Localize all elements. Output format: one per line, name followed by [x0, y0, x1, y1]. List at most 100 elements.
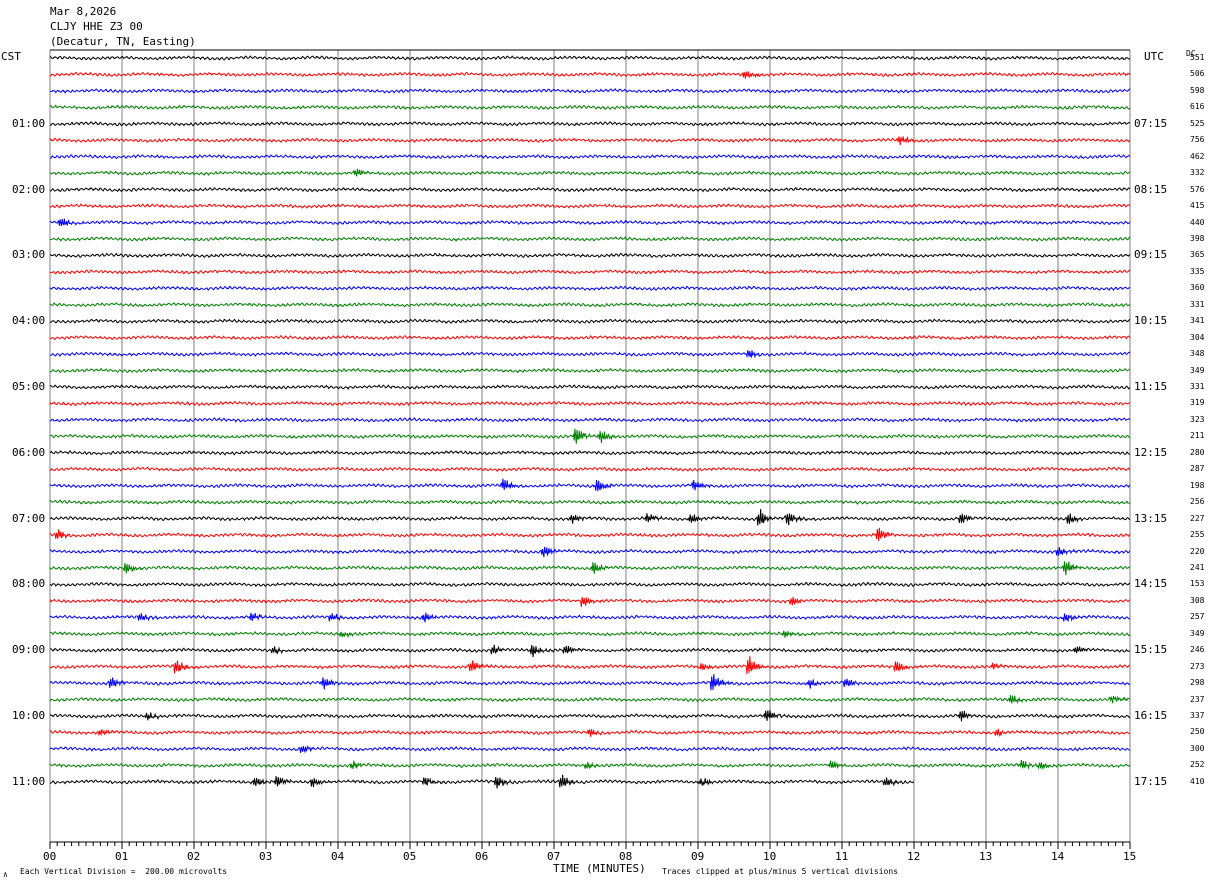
trace-line-43 [49, 759, 1131, 771]
dc-offset-value: 257 [1190, 612, 1205, 622]
trace-line-34 [49, 612, 1131, 623]
left-hour-label: 10:00 [12, 709, 46, 722]
x-tick-label: 11 [835, 850, 849, 863]
dc-offset-value: 252 [1190, 760, 1205, 770]
dc-offset-value: 365 [1190, 250, 1205, 260]
left-hour-label: 02:00 [12, 182, 46, 196]
left-hour-label: 11:00 [12, 774, 46, 788]
dc-offset-value: 410 [1190, 776, 1205, 786]
dc-offset-value: 227 [1190, 513, 1205, 523]
dc-offset-value: 255 [1190, 530, 1205, 540]
right-hour-label: 07:15 [1134, 116, 1168, 130]
x-tick-label: 01 [115, 850, 129, 863]
dc-offset-value: 598 [1190, 85, 1205, 95]
dc-offset-value: 348 [1190, 349, 1205, 359]
trace-line-12 [49, 252, 1131, 259]
x-tick-label: 03 [259, 850, 273, 863]
dc-offset-value: 337 [1190, 711, 1205, 720]
trace-line-25 [49, 466, 1131, 473]
right-hour-label: 16:15 [1134, 709, 1168, 722]
trace-line-2 [49, 88, 1131, 94]
trace-line-9 [49, 203, 1131, 209]
station-name: CLJY HHE Z3 00 [50, 20, 143, 33]
x-tick-label: 00 [43, 850, 57, 863]
left-hour-label: 01:00 [12, 116, 46, 130]
x-tick-label: 15 [1123, 850, 1137, 863]
right-hour-label: 11:15 [1134, 380, 1168, 393]
left-hour-label: 06:00 [12, 445, 46, 459]
trace-line-18 [49, 350, 1131, 359]
trace-line-29 [49, 527, 1131, 542]
trace-line-39 [49, 694, 1131, 705]
dc-offset-value: 220 [1190, 546, 1205, 556]
division-note: Each Vertical Division = 200.00 microvol… [20, 867, 228, 876]
trace-line-16 [49, 318, 1131, 325]
dc-offset-value: 525 [1190, 118, 1205, 128]
trace-line-31 [49, 561, 1131, 576]
dc-offset-value: 308 [1190, 595, 1205, 605]
right-hour-label: 13:15 [1134, 511, 1168, 525]
dc-offset-value: 349 [1190, 365, 1205, 375]
dc-offset-value: 335 [1190, 266, 1205, 276]
corner-mark: ∧ [3, 870, 8, 879]
dc-offset-value: 273 [1190, 661, 1205, 671]
trace-line-15 [49, 301, 1131, 308]
trace-line-26 [49, 478, 1131, 492]
dc-offset-value: 415 [1190, 201, 1205, 211]
utc-label: UTC [1144, 50, 1164, 63]
left-hour-label: 07:00 [12, 511, 46, 525]
dc-offset-value: 551 [1190, 53, 1205, 62]
x-tick-label: 13 [979, 850, 993, 863]
x-tick-label: 07 [547, 850, 561, 863]
dc-offset-value: 506 [1190, 69, 1205, 79]
dc-offset-value: 332 [1190, 168, 1205, 178]
dc-offset-value: 211 [1190, 431, 1205, 441]
dc-offset-value: 341 [1190, 316, 1205, 326]
x-axis-title: TIME (MINUTES) [553, 862, 646, 875]
trace-line-7 [49, 168, 1131, 177]
right-hour-label: 15:15 [1134, 643, 1168, 657]
trace-line-42 [49, 744, 1131, 754]
trace-line-11 [49, 236, 1131, 243]
trace-line-41 [49, 728, 1130, 738]
dc-offset-value: 462 [1190, 151, 1205, 161]
left-hour-label: 08:00 [12, 577, 46, 591]
x-tick-label: 06 [475, 850, 489, 863]
trace-line-0 [49, 55, 1130, 61]
trace-line-8 [49, 186, 1131, 193]
dc-offset-value: 331 [1190, 299, 1205, 309]
left-hour-label: 03:00 [12, 248, 46, 262]
x-tick-label: 12 [907, 850, 921, 863]
right-hour-label: 14:15 [1134, 577, 1168, 591]
dc-offset-value: 300 [1190, 743, 1205, 753]
trace-line-28 [49, 509, 1131, 526]
station-date: Mar 8,2026 [50, 5, 117, 18]
dc-offset-value: 349 [1190, 628, 1205, 638]
right-hour-label: 12:15 [1134, 445, 1168, 459]
seismic-traces [49, 55, 1131, 789]
cst-label: CST [1, 50, 21, 63]
x-tick-label: 02 [187, 850, 201, 863]
dc-offset-value: 250 [1190, 727, 1205, 737]
right-hour-label: 08:15 [1134, 182, 1168, 196]
trace-line-23 [49, 428, 1131, 444]
x-tick-label: 04 [331, 850, 345, 863]
right-hour-label: 09:15 [1134, 248, 1168, 262]
dc-offset-value: 398 [1190, 233, 1205, 243]
dc-label: DC [1186, 49, 1196, 58]
trace-line-19 [49, 367, 1131, 374]
dc-offset-value: 287 [1190, 464, 1205, 474]
right-hour-label: 17:15 [1134, 774, 1168, 788]
station-location: (Decatur, TN, Easting) [50, 35, 196, 48]
dc-offset-value: 756 [1190, 135, 1205, 145]
dc-offset-value: 153 [1190, 579, 1205, 589]
trace-line-38 [49, 674, 1130, 691]
trace-line-36 [49, 644, 1131, 658]
dc-offset-value: 237 [1190, 694, 1205, 704]
trace-line-20 [49, 384, 1131, 391]
trace-line-1 [49, 71, 1131, 79]
trace-line-21 [49, 400, 1131, 407]
trace-line-5 [49, 136, 1131, 145]
trace-line-22 [50, 416, 1131, 423]
